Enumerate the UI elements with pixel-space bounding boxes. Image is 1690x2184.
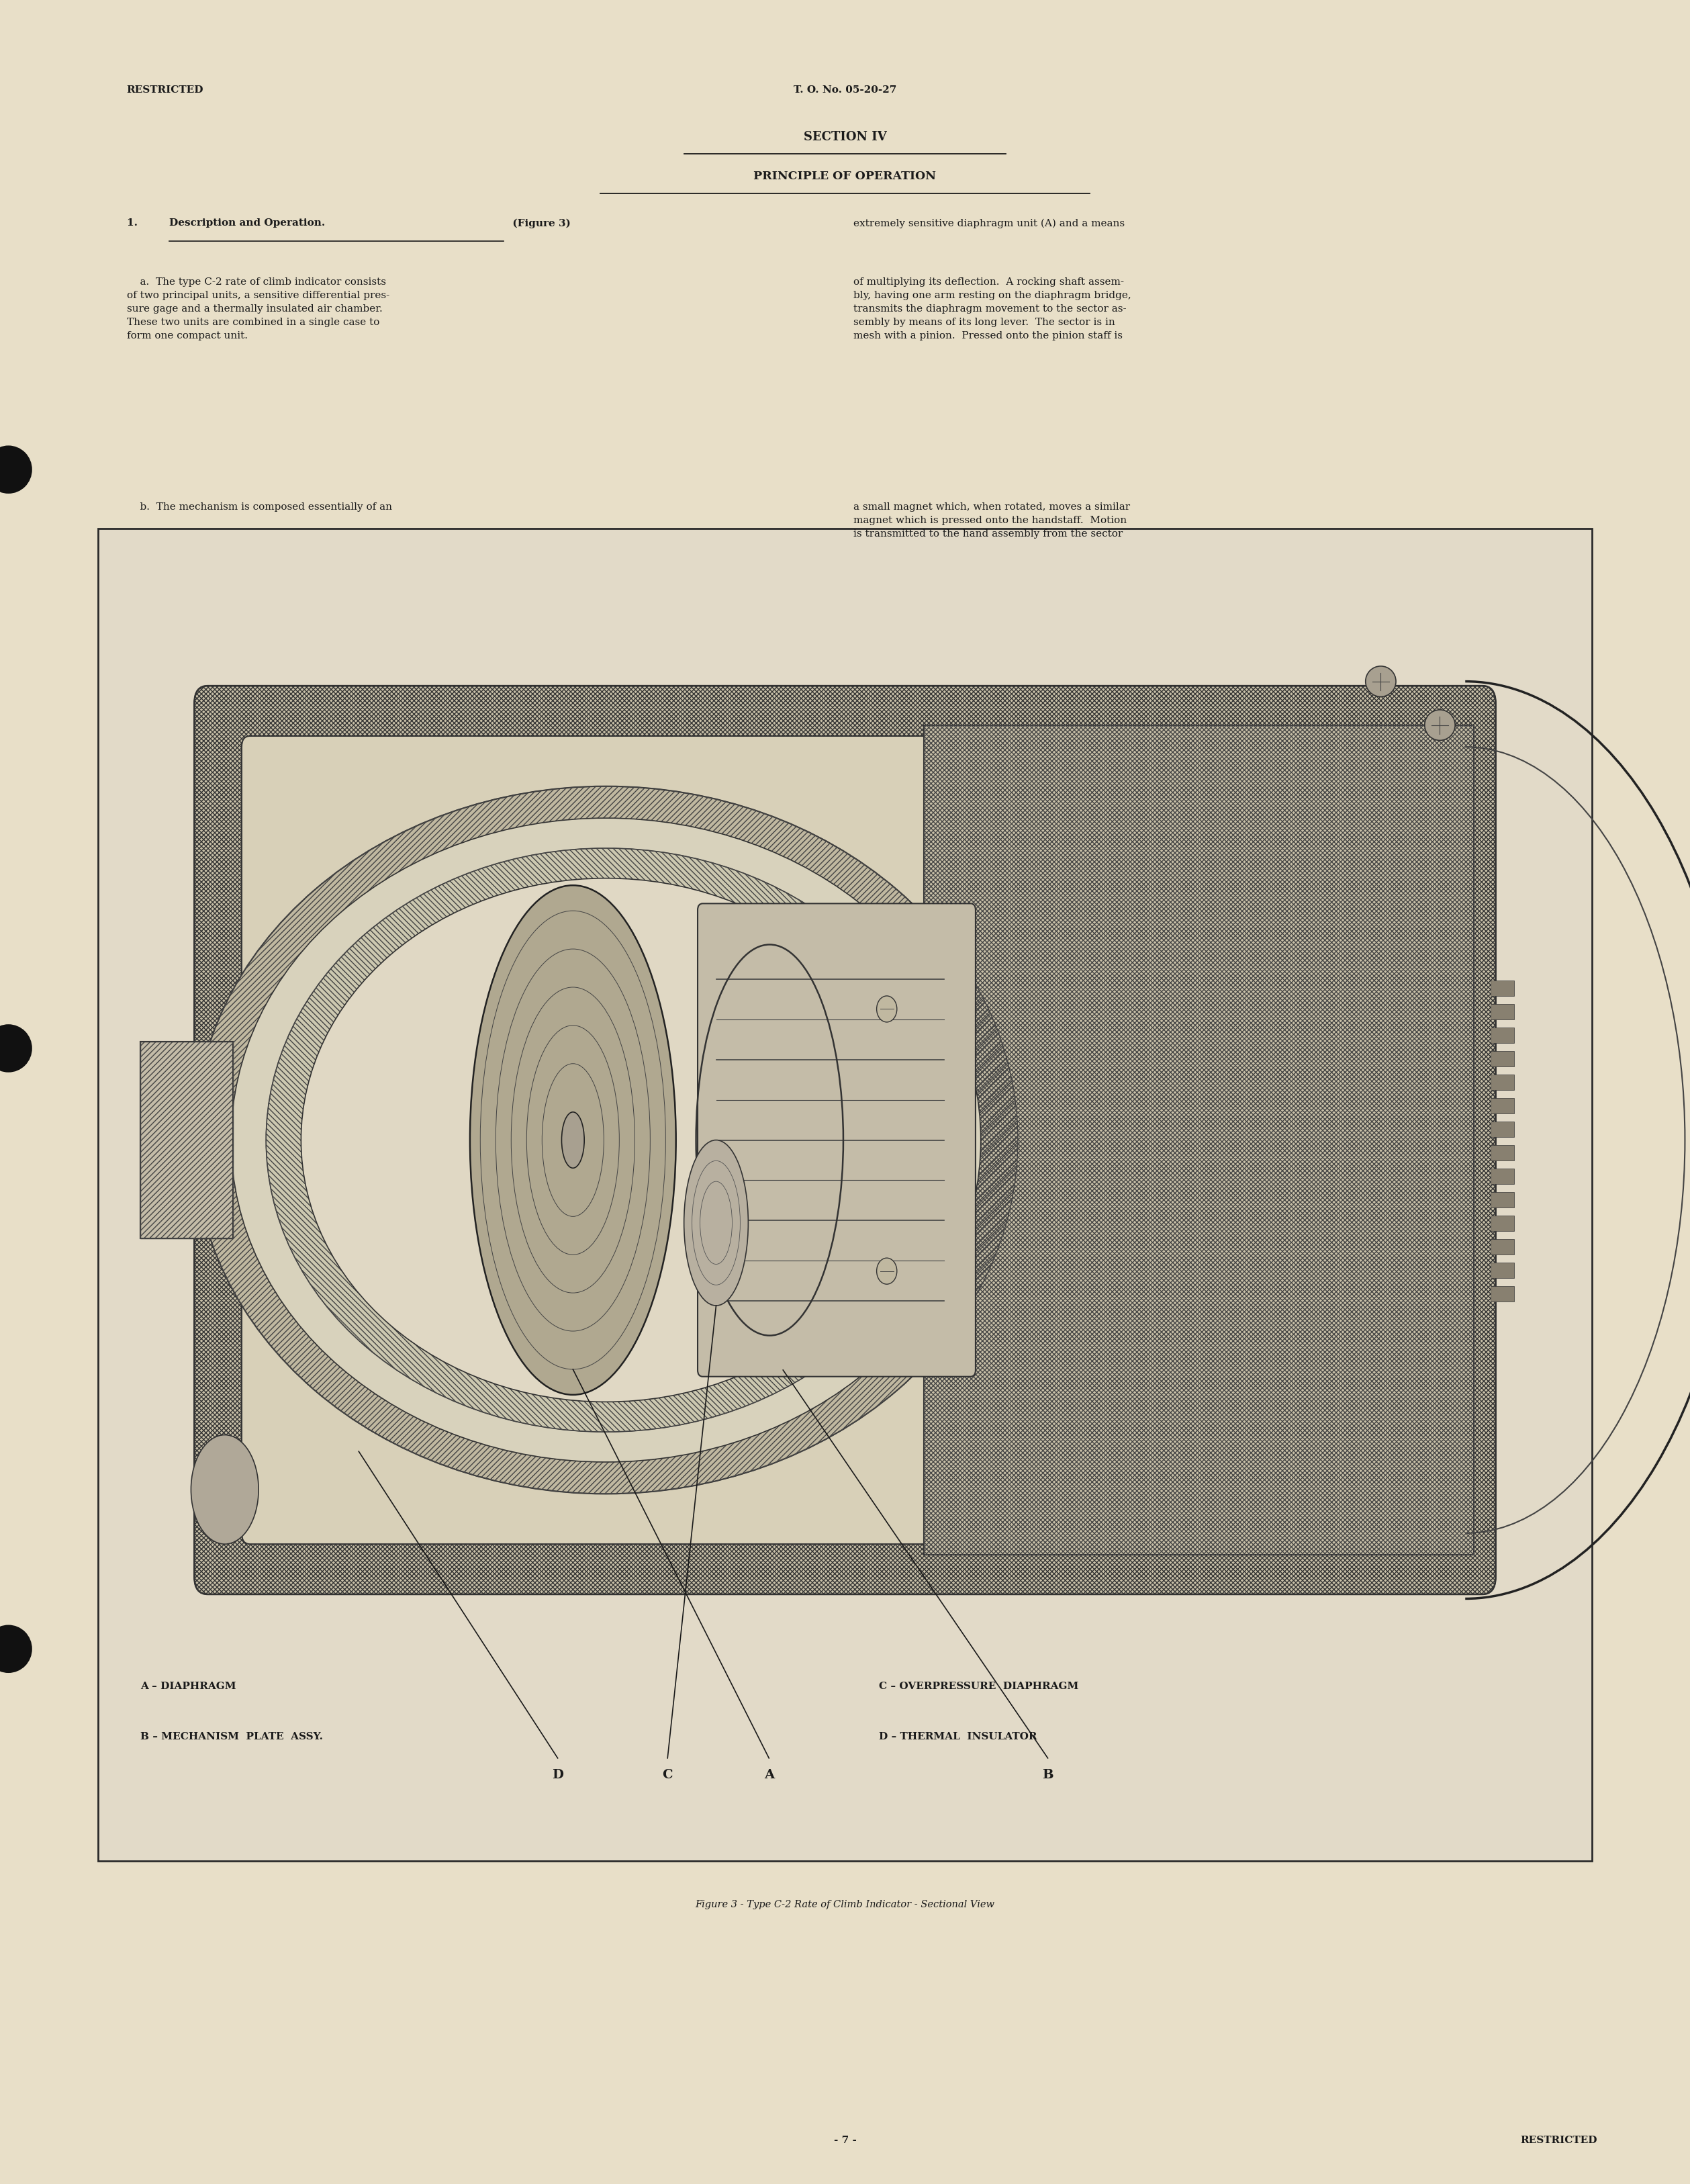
FancyBboxPatch shape [698,904,975,1376]
Ellipse shape [194,786,1017,1494]
Ellipse shape [0,1625,32,1673]
Ellipse shape [1425,710,1455,740]
Bar [1491,1262,1514,1278]
Bar [1491,1075,1514,1090]
Bar [1491,1029,1514,1044]
Text: - 7 -: - 7 - [833,2136,857,2145]
Bar [1491,1144,1514,1160]
Ellipse shape [191,1435,259,1544]
Bar [140,1042,233,1238]
Bar [1491,1286,1514,1302]
Ellipse shape [0,446,32,494]
Text: C – OVERPRESSURE  DIAPHRAGM: C – OVERPRESSURE DIAPHRAGM [879,1682,1078,1690]
Bar [1491,1192,1514,1208]
Text: a small magnet which, when rotated, moves a similar
magnet which is pressed onto: a small magnet which, when rotated, move… [853,502,1131,539]
Text: D: D [553,1769,563,1782]
Text: SECTION IV: SECTION IV [803,131,887,144]
Text: C: C [662,1769,673,1782]
Bar [140,1042,233,1238]
Text: T. O. No. 05-20-27: T. O. No. 05-20-27 [794,85,896,94]
Text: 1.: 1. [127,218,145,227]
Text: D – THERMAL  INSULATOR: D – THERMAL INSULATOR [879,1732,1038,1741]
Ellipse shape [265,847,946,1433]
Text: Figure 3 - Type C-2 Rate of Climb Indicator - Sectional View: Figure 3 - Type C-2 Rate of Climb Indica… [695,1900,995,1909]
Ellipse shape [684,1140,749,1306]
Text: RESTRICTED: RESTRICTED [1521,2136,1597,2145]
Ellipse shape [877,996,897,1022]
Text: Description and Operation.: Description and Operation. [169,218,324,227]
Text: b.  The mechanism is composed essentially of an: b. The mechanism is composed essentially… [127,502,392,511]
Bar [1491,981,1514,996]
Text: B: B [1043,1769,1053,1782]
Text: a.  The type C-2 rate of climb indicator consists
of two principal units, a sens: a. The type C-2 rate of climb indicator … [127,277,389,341]
Bar [98,529,1592,1861]
Ellipse shape [0,1024,32,1072]
Ellipse shape [470,885,676,1396]
Ellipse shape [1366,666,1396,697]
Ellipse shape [301,878,911,1402]
Ellipse shape [877,1258,897,1284]
Bar [1491,1099,1514,1114]
Text: RESTRICTED: RESTRICTED [127,85,203,94]
Text: extremely sensitive diaphragm unit (A) and a means: extremely sensitive diaphragm unit (A) a… [853,218,1126,227]
Bar [924,725,1474,1555]
Bar [1491,1238,1514,1254]
Bar [1491,1005,1514,1020]
Text: of multiplying its deflection.  A rocking shaft assem-
bly, having one arm resti: of multiplying its deflection. A rocking… [853,277,1131,341]
Text: A: A [764,1769,774,1782]
Text: A – DIAPHRAGM: A – DIAPHRAGM [140,1682,237,1690]
Text: B – MECHANISM  PLATE  ASSY.: B – MECHANISM PLATE ASSY. [140,1732,323,1741]
Ellipse shape [561,1112,585,1168]
Ellipse shape [232,819,980,1461]
FancyBboxPatch shape [242,736,1195,1544]
Text: PRINCIPLE OF OPERATION: PRINCIPLE OF OPERATION [754,170,936,181]
Bar [1491,1051,1514,1066]
Bar [1491,1123,1514,1138]
Text: (Figure 3): (Figure 3) [505,218,570,227]
FancyBboxPatch shape [194,686,1496,1594]
Bar [1491,1216,1514,1232]
Bar [924,725,1474,1555]
Bar [1491,1168,1514,1184]
